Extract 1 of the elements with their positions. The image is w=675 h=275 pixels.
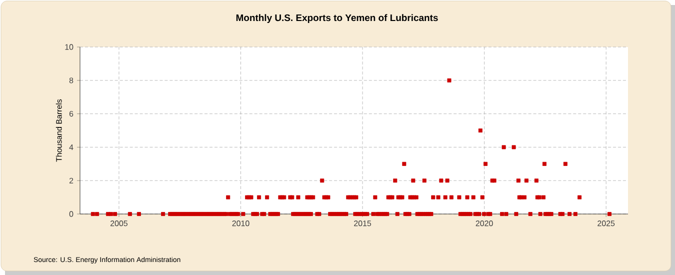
chart-title: Monthly U.S. Exports to Yemen of Lubricants [236, 14, 438, 23]
